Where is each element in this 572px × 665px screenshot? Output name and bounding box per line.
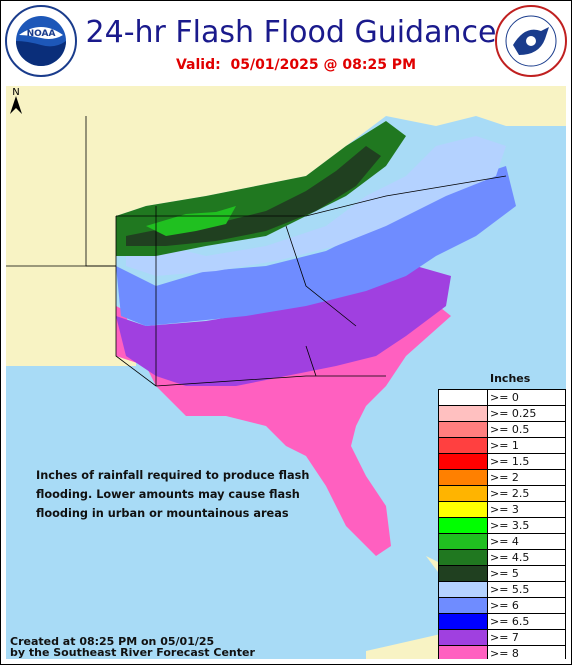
legend-label: >= 6 — [490, 599, 519, 612]
legend-row: >= 0.5 — [439, 422, 565, 438]
legend-label: >= 2.5 — [490, 487, 530, 500]
svg-text:NOAA: NOAA — [27, 29, 56, 39]
caption-line: Inches of rainfall required to produce f… — [36, 469, 310, 482]
valid-time: Valid: 05/01/2025 @ 08:25 PM — [151, 57, 441, 73]
legend-label: >= 5 — [490, 567, 519, 580]
legend-row: >= 0 — [439, 390, 565, 406]
legend-swatch — [439, 502, 488, 517]
legend-swatch — [439, 630, 488, 645]
legend-row: >= 3 — [439, 502, 565, 518]
map-caption: Inches of rainfall required to produce f… — [36, 466, 336, 523]
legend: >= 0 >= 0.25 >= 0.5 >= 1 >= 1.5 >= 2 >= 2.5 >= … — [438, 389, 566, 659]
valid-label: Valid: — [175, 57, 221, 73]
legend-label: >= 6.5 — [490, 615, 530, 628]
legend-swatch — [439, 582, 488, 597]
noaa-logo: NOAA — [5, 5, 77, 77]
legend-swatch — [439, 550, 488, 565]
legend-label: >= 5.5 — [490, 583, 530, 596]
legend-swatch — [439, 518, 488, 533]
legend-label: >= 7 — [490, 631, 519, 644]
legend-swatch — [439, 486, 488, 501]
legend-swatch — [439, 470, 488, 485]
legend-row: >= 3.5 — [439, 518, 565, 534]
legend-swatch — [439, 566, 488, 581]
nws-logo — [495, 5, 567, 77]
map-credit: Created at 08:25 PM on 05/01/25 by the S… — [10, 636, 255, 658]
legend-row: >= 2 — [439, 470, 565, 486]
legend-swatch — [439, 614, 488, 629]
legend-swatch — [439, 406, 488, 421]
legend-label: >= 0 — [490, 391, 519, 404]
legend-label: >= 4.5 — [490, 551, 530, 564]
caption-line: flooding in urban or mountainous areas — [36, 507, 289, 520]
legend-label: >= 1 — [490, 439, 519, 452]
legend-row: >= 8 — [439, 646, 565, 659]
legend-row: >= 1.5 — [439, 454, 565, 470]
legend-swatch — [439, 422, 488, 437]
legend-row: >= 6.5 — [439, 614, 565, 630]
legend-row: >= 1 — [439, 438, 565, 454]
legend-row: >= 0.25 — [439, 406, 565, 422]
legend-swatch — [439, 390, 488, 405]
legend-swatch — [439, 454, 488, 469]
page-title: 24-hr Flash Flood Guidance — [85, 15, 497, 50]
north-arrow-icon: N — [10, 87, 22, 114]
land-background — [6, 86, 566, 366]
state-boundaries — [6, 116, 507, 387]
credit-line: Created at 08:25 PM on 05/01/25 — [10, 635, 215, 648]
caption-line: flooding. Lower amounts may cause flash — [36, 488, 300, 501]
legend-swatch — [439, 534, 488, 549]
legend-label: >= 1.5 — [490, 455, 530, 468]
legend-row: >= 7 — [439, 630, 565, 646]
legend-label: >= 3.5 — [490, 519, 530, 532]
legend-row: >= 2.5 — [439, 486, 565, 502]
flash-flood-map: N Inches of rainfall required to produce… — [6, 86, 566, 659]
legend-row: >= 5 — [439, 566, 565, 582]
legend-row: >= 4 — [439, 534, 565, 550]
region-lightblue — [126, 136, 506, 276]
region-brightgreen — [146, 206, 236, 236]
legend-label: >= 0.25 — [490, 407, 537, 420]
header: NOAA 24-hr Flash Flood Guidance Valid: 0… — [1, 1, 571, 82]
legend-label: >= 4 — [490, 535, 519, 548]
legend-swatch — [439, 438, 488, 453]
legend-swatch — [439, 646, 488, 659]
valid-value: 05/01/2025 @ 08:25 PM — [230, 57, 417, 73]
legend-row: >= 6 — [439, 598, 565, 614]
legend-row: >= 4.5 — [439, 550, 565, 566]
legend-label: >= 3 — [490, 503, 519, 516]
legend-label: >= 2 — [490, 471, 519, 484]
svg-text:N: N — [12, 87, 19, 98]
region-darkgreen — [126, 146, 381, 246]
legend-label: >= 0.5 — [490, 423, 530, 436]
legend-label: >= 8 — [490, 647, 519, 659]
legend-swatch — [439, 598, 488, 613]
credit-line: by the Southeast River Forecast Center — [10, 646, 255, 659]
legend-row: >= 5.5 — [439, 582, 565, 598]
legend-title: Inches — [490, 372, 531, 385]
region-violet — [116, 266, 451, 386]
